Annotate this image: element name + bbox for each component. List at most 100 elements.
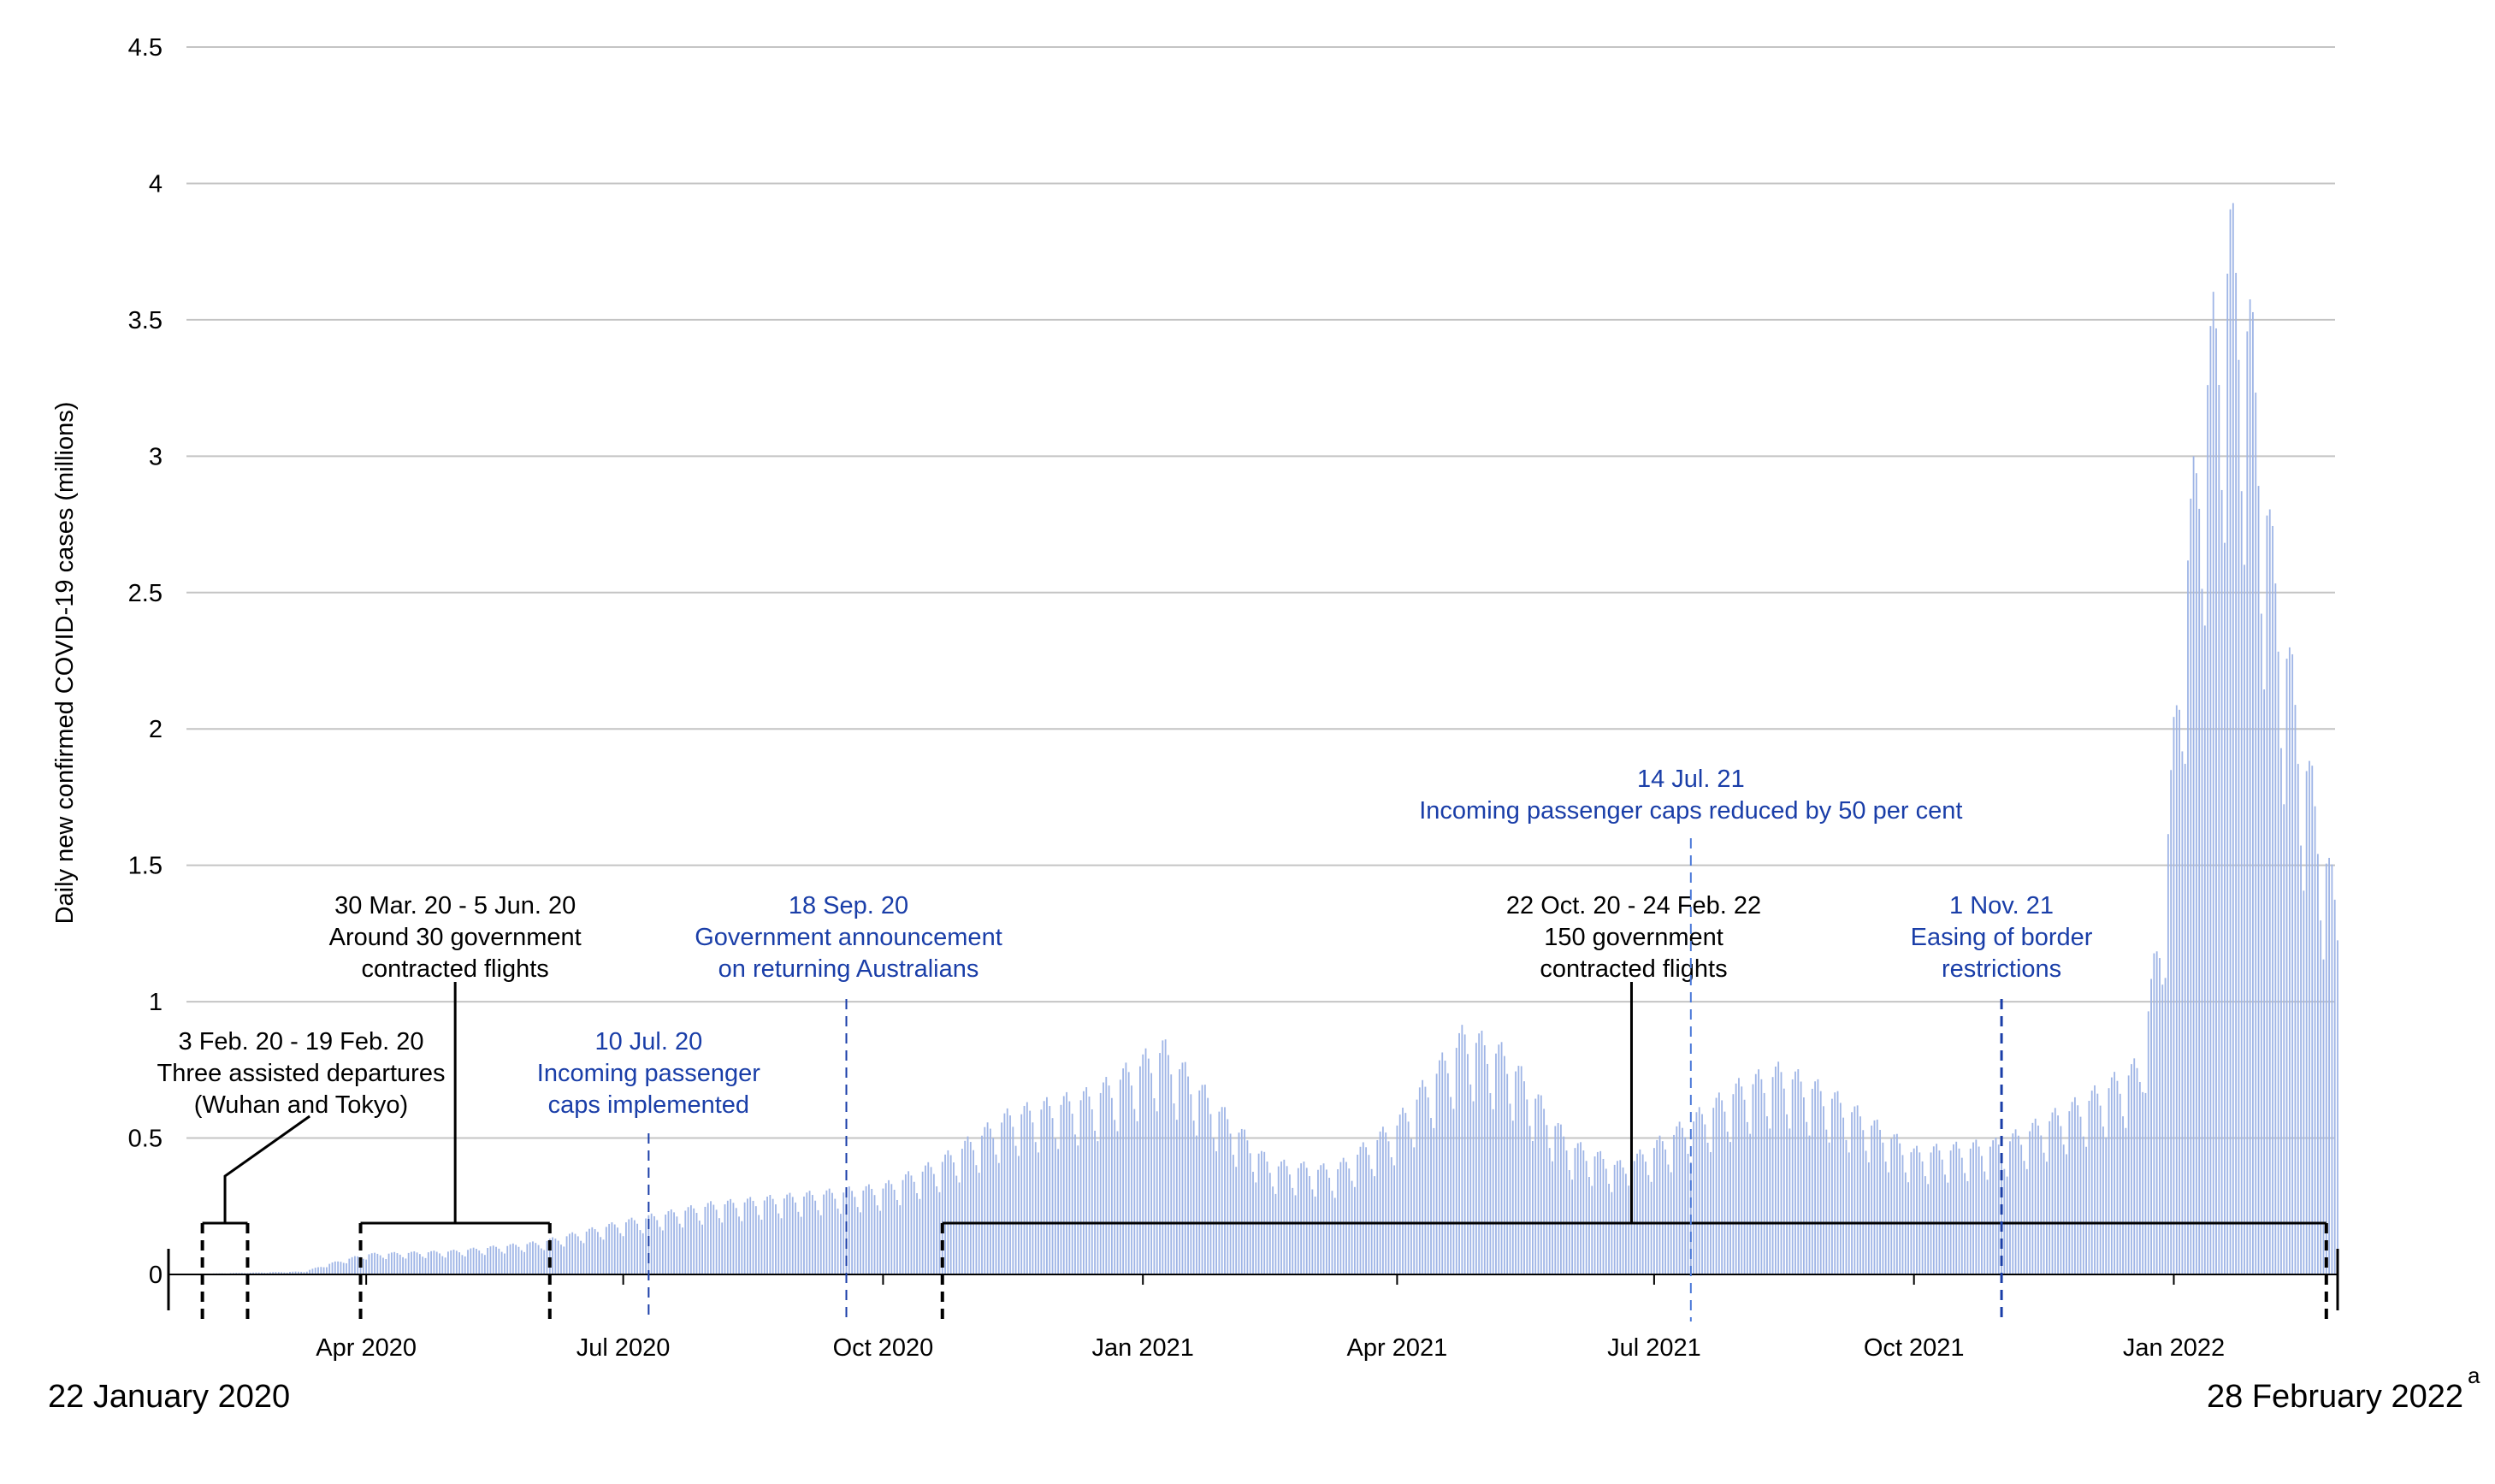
daily-bar [1224,1107,1226,1274]
daily-bar [2094,1085,2096,1274]
daily-bar [735,1208,737,1274]
daily-bar [1105,1077,1108,1274]
daily-bar [613,1224,616,1274]
daily-bar [1574,1148,1576,1274]
daily-bar [529,1242,531,1274]
daily-bar [856,1207,859,1274]
daily-bar [811,1195,813,1274]
gov_announce-text: on returning Australians [718,955,979,983]
daily-bar [1794,1071,1796,1274]
daily-bar [1357,1154,1359,1274]
contracted150-text: 22 Oct. 20 - 24 Feb. 22 [1506,892,1761,919]
daily-bar [548,1239,551,1274]
daily-bar [986,1122,989,1274]
daily-bar [1769,1128,1771,1274]
daily-bar [1580,1142,1582,1274]
daily-bar [661,1230,664,1274]
daily-bar [2088,1100,2090,1274]
daily-bar [1060,1104,1062,1274]
daily-bar [876,1205,878,1274]
daily-bar [2192,456,2195,1274]
daily-bar [1969,1148,1972,1274]
daily-bar [730,1198,732,1274]
daily-bar [2114,1072,2116,1274]
daily-bar [2220,489,2223,1274]
daily-bar [819,1215,822,1274]
daily-bar [249,1272,251,1274]
contracted30-text: Around 30 government [329,924,582,951]
daily-bar [326,1267,328,1274]
daily-bar [953,1162,955,1274]
daily-bar [823,1194,825,1274]
daily-bar [1345,1162,1347,1274]
daily-bar [1823,1106,1824,1274]
daily-bar [2212,292,2214,1274]
daily-bar [1207,1097,1209,1274]
daily-bar [726,1200,729,1274]
daily-bar [738,1216,740,1274]
daily-bar [1528,1126,1531,1274]
daily-bar [1811,1088,1813,1274]
daily-bar [925,1165,926,1274]
daily-bar [483,1255,486,1274]
daily-bar [1831,1098,1833,1274]
daily-bar [543,1250,546,1274]
daily-bar [458,1252,461,1274]
daily-bar [1116,1131,1119,1274]
daily-bar [698,1221,701,1274]
daily-bar [1540,1095,1542,1274]
daily-bar [331,1262,334,1274]
daily-bar [1786,1114,1788,1274]
daily-bar [1168,1055,1169,1274]
daily-bar [582,1243,585,1274]
daily-bar [328,1263,331,1274]
start-date-label: 22 January 2020 [48,1379,290,1415]
daily-bar [1139,1066,1141,1274]
daily-bar [500,1251,503,1274]
daily-bar [1647,1174,1650,1274]
daily-bar [1144,1048,1147,1274]
daily-bar [1836,1091,1839,1274]
daily-bar [305,1271,308,1274]
daily-bar [1658,1135,1661,1274]
daily-bar [752,1200,754,1274]
daily-bar [2215,328,2217,1275]
daily-bar [1240,1128,1243,1274]
daily-bar [2207,385,2209,1274]
daily-bar [1192,1120,1195,1274]
daily-bar [1433,1127,1435,1274]
daily-bar [1927,1184,1930,1274]
daily-bar [1867,1162,1870,1274]
daily-bar [1125,1062,1127,1274]
daily-bar [2218,385,2220,1274]
daily-bar [1588,1177,1590,1274]
daily-bar [1244,1129,1246,1274]
daily-bar [374,1252,375,1274]
daily-bar [797,1211,800,1274]
daily-bar [2131,1064,2132,1274]
daily-bar [854,1197,856,1274]
daily-bar [1266,1162,1268,1274]
daily-bar [1385,1132,1387,1274]
daily-bar [1062,1096,1065,1274]
daily-bar [676,1216,678,1274]
daily-bar [1913,1148,1915,1274]
daily-bar [687,1207,689,1274]
daily-bar [704,1206,707,1274]
daily-bar [1534,1098,1537,1274]
daily-bar [659,1227,661,1274]
daily-bar [2108,1088,2110,1274]
daily-bar [1854,1106,1856,1274]
daily-bar [1263,1151,1266,1274]
daily-bar [2170,770,2173,1274]
daily-bar [1469,1084,1472,1274]
daily-bar [1162,1040,1164,1274]
daily-bar [1930,1152,1932,1274]
daily-bar [1450,1097,1452,1274]
daily-bar [2203,625,2206,1274]
daily-bar [2006,1176,2008,1274]
daily-bar [1879,1129,1881,1274]
daily-bar [947,1150,949,1274]
daily-bar [2333,899,2336,1274]
daily-bar [780,1218,783,1274]
